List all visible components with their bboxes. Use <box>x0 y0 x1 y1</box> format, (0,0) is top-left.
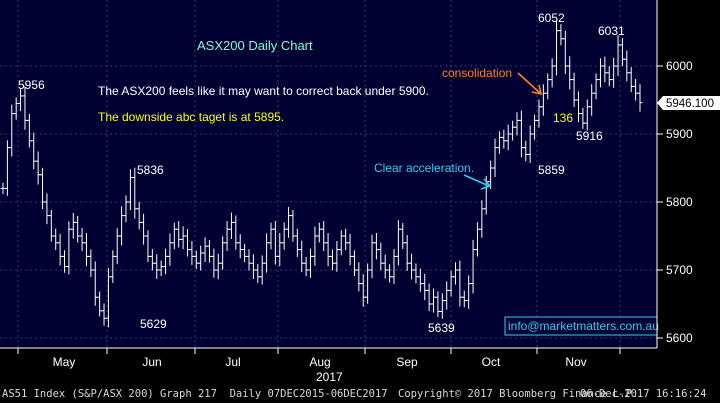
y-tick-label: 5700 <box>666 263 693 277</box>
y-tick-label: 6000 <box>666 59 693 73</box>
y-axis: 5600 5700 5800 5900 6000 <box>657 59 693 345</box>
x-tick-label: Sep <box>396 355 418 369</box>
status-left: AS51 Index (S&P/ASX 200) Graph 217 Daily… <box>2 388 388 400</box>
point-labels: 5956 5836 5629 5639 5859 6052 136 5916 6… <box>18 11 625 335</box>
y-tick-label: 5900 <box>666 127 693 141</box>
consolidation-arrow <box>517 72 543 96</box>
chart-title: ASX200 Daily Chart <box>197 38 313 53</box>
point-label-5836: 5836 <box>137 163 164 177</box>
point-label-136: 136 <box>553 111 573 125</box>
x-tick-label: Jun <box>142 355 161 369</box>
x-tick-label: Oct <box>482 355 501 369</box>
y-tick-label: 5800 <box>666 195 693 209</box>
consolidation-label: consolidation <box>442 66 512 80</box>
note-line-1: The ASX200 feels like it may want to cor… <box>98 84 429 98</box>
x-tick-label: Aug <box>309 355 330 369</box>
status-bar: AS51 Index (S&P/ASX 200) Graph 217 Daily… <box>0 386 720 403</box>
acceleration-label: Clear acceleration. <box>374 161 474 175</box>
status-middle: Copyright© 2017 Bloomberg Finance L.P. <box>398 388 639 400</box>
point-label-5916: 5916 <box>576 129 603 143</box>
note-line-2: The downside abc taget is at 5895. <box>98 110 284 124</box>
x-year-label: 2017 <box>316 370 343 384</box>
x-axis: May Jun Jul Aug Sep Oct Nov <box>0 347 657 369</box>
point-label-5629: 5629 <box>140 317 167 331</box>
last-price-value: 5946.100 <box>666 98 714 110</box>
last-price-tag: 5946.100 <box>657 96 720 110</box>
x-tick-label: Jul <box>225 355 240 369</box>
point-label-5956: 5956 <box>18 78 45 92</box>
x-tick-label: May <box>53 355 76 369</box>
plot-background <box>0 0 657 348</box>
acceleration-arrow <box>463 174 492 190</box>
point-label-5859: 5859 <box>538 163 565 177</box>
point-label-5639: 5639 <box>428 321 455 335</box>
watermark-text: info@marketmatters.com.au <box>508 319 659 333</box>
point-label-6052: 6052 <box>538 11 565 25</box>
x-tick-label: Nov <box>565 355 586 369</box>
point-label-6031: 6031 <box>598 24 625 38</box>
status-right: 06-Dec-2017 16:16:24 <box>580 388 707 400</box>
price-bar <box>637 84 643 112</box>
price-bars <box>0 21 643 328</box>
y-tick-label: 5600 <box>666 331 693 345</box>
